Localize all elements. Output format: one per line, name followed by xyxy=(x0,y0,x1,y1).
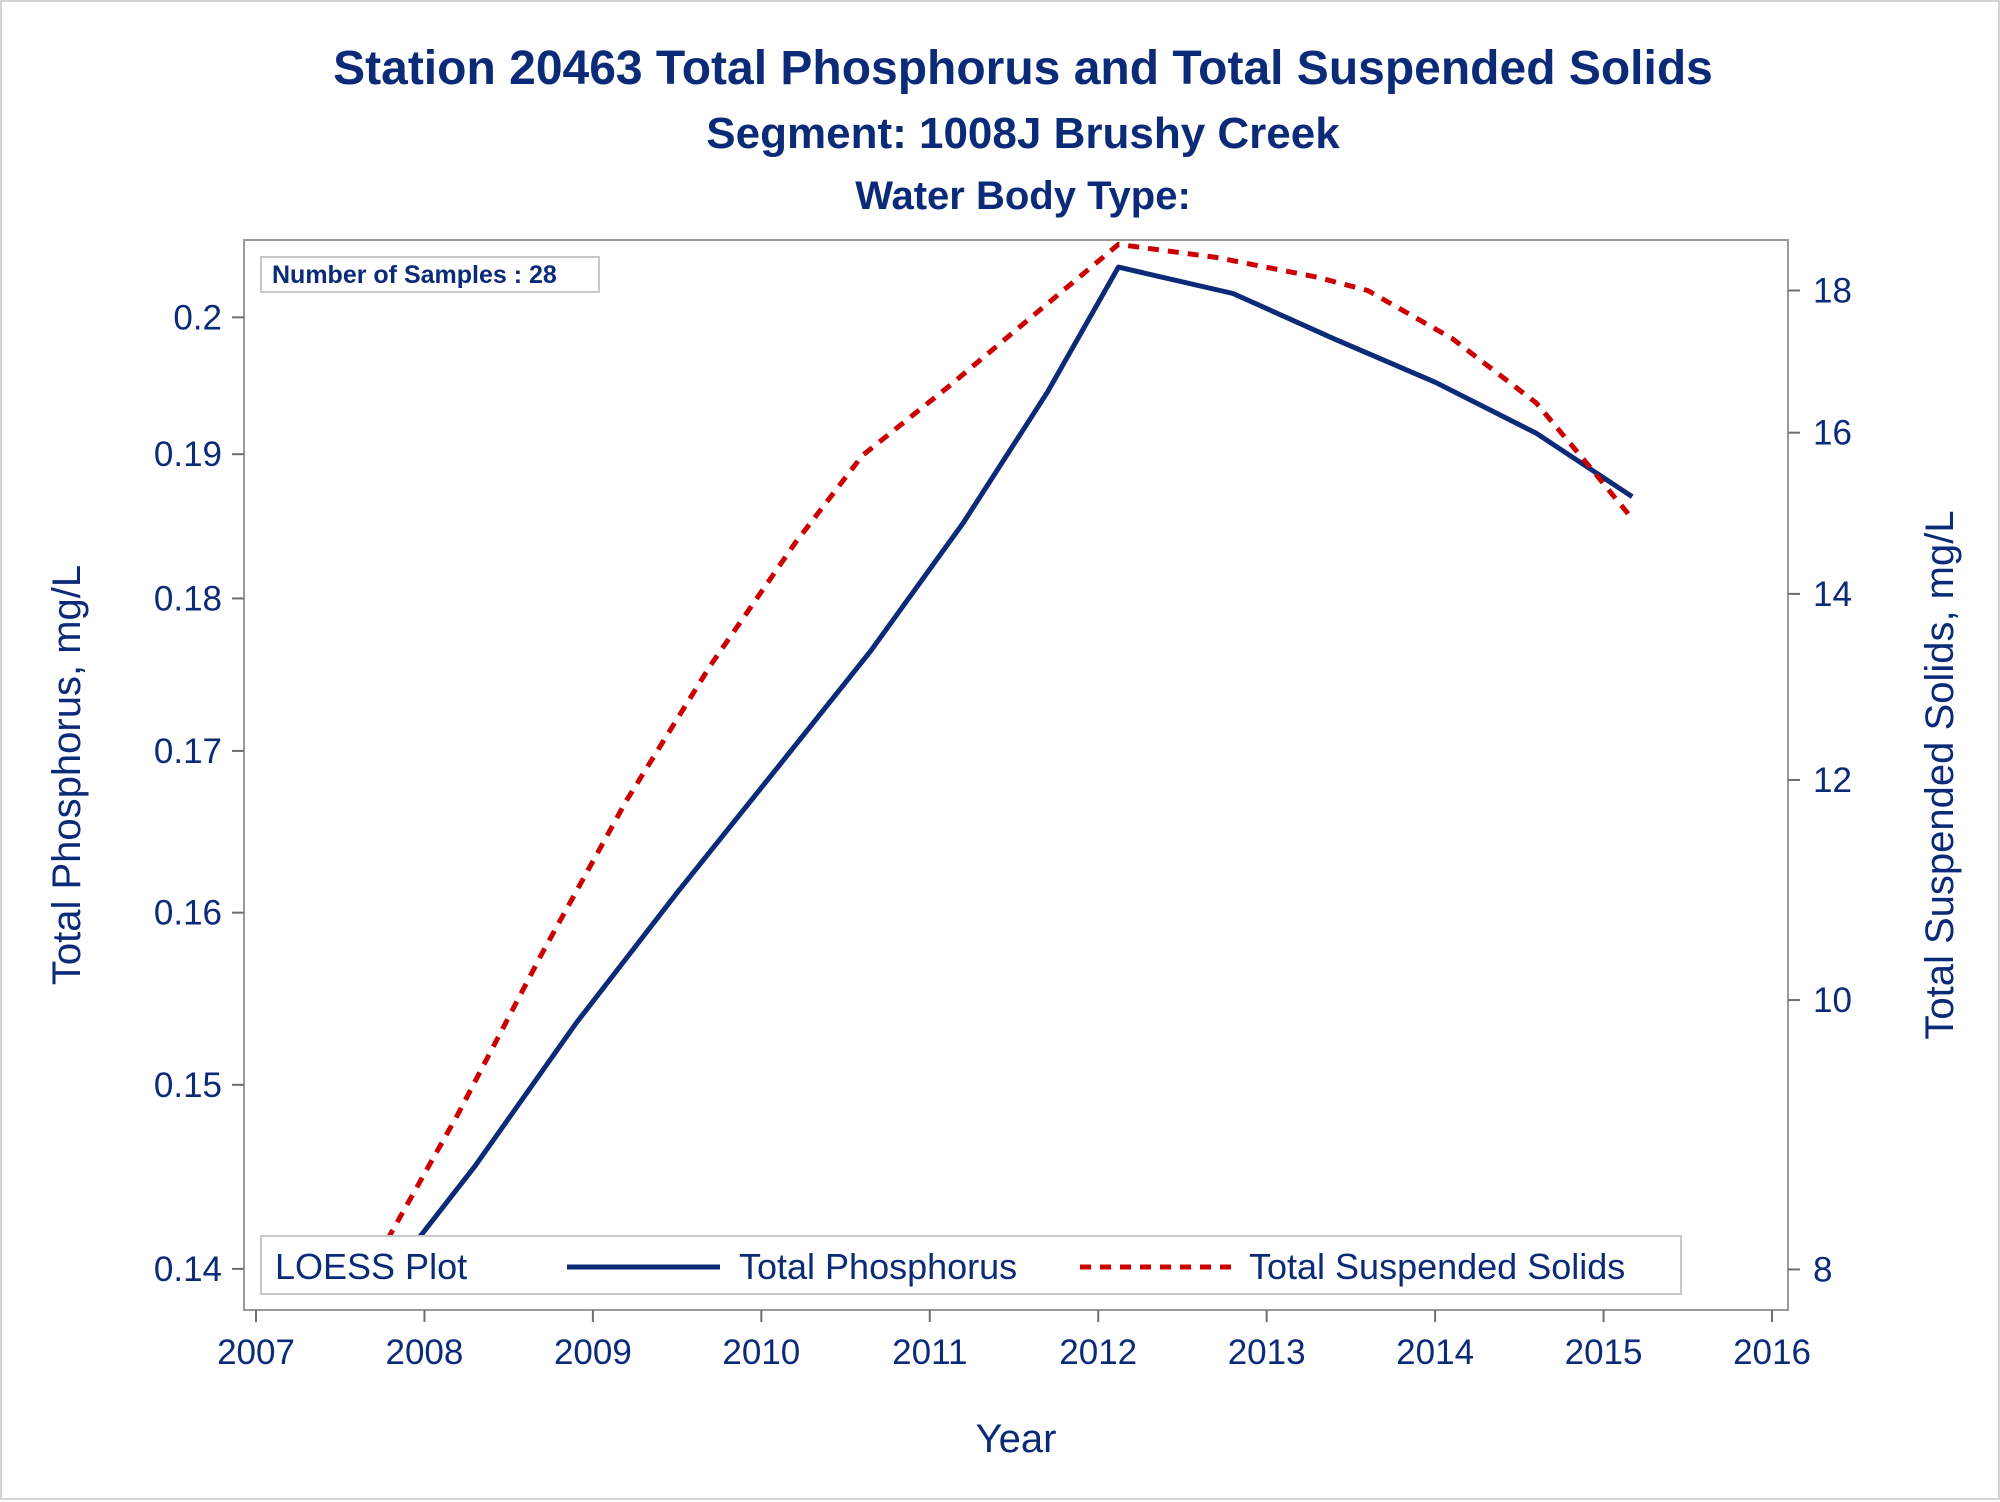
x-axis: 2007 2008 2009 2010 2011 2012 2013 2014 2015 2016 xyxy=(217,1310,1811,1372)
x-tick-label: 2014 xyxy=(1396,1333,1474,1372)
samples-label: Number of Samples : 28 xyxy=(272,261,557,289)
x-tick-label: 2011 xyxy=(892,1333,967,1372)
y2-tick-label: 10 xyxy=(1813,981,1852,1020)
x-tick-label: 2012 xyxy=(1059,1333,1137,1372)
y2-tick-label: 14 xyxy=(1813,575,1852,614)
y-tick-label: 0.16 xyxy=(154,894,222,933)
series-line-total-phosphorus xyxy=(385,264,1634,1280)
legend-box xyxy=(260,1235,1682,1295)
x-tick-label: 2016 xyxy=(1733,1333,1811,1372)
legend: LOESS Plot Total Phosphorus Total Suspen… xyxy=(260,1235,1682,1295)
x-tick-label: 2015 xyxy=(1565,1333,1643,1372)
x-tick-label: 2007 xyxy=(217,1333,295,1372)
x-tick-label: 2009 xyxy=(554,1333,632,1372)
plot-area xyxy=(243,239,1789,1311)
y2-tick-label: 18 xyxy=(1813,271,1852,310)
x-tick-label: 2010 xyxy=(722,1333,800,1372)
y-tick-label: 0.15 xyxy=(154,1066,222,1105)
y-axis-left: 0.14 0.15 0.16 0.17 0.18 0.19 0.2 xyxy=(154,298,244,1289)
y2-tick-label: 12 xyxy=(1813,761,1852,800)
chart-subtitle-2: Water Body Type: xyxy=(855,174,1191,218)
y-tick-label: 0.18 xyxy=(154,579,222,618)
y-axis-right-label: Total Suspended Solids, mg/L xyxy=(1918,510,1962,1039)
y-tick-label: 0.2 xyxy=(173,298,222,337)
y2-tick-label: 8 xyxy=(1813,1250,1832,1289)
y-axis-right: 8 10 12 14 16 18 xyxy=(1788,271,1852,1289)
x-tick-label: 2008 xyxy=(386,1333,464,1372)
y-axis-left-label: Total Phosphorus, mg/L xyxy=(45,565,89,985)
y-tick-label: 0.14 xyxy=(154,1250,222,1289)
x-tick-label: 2013 xyxy=(1228,1333,1306,1372)
chart-subtitle: Segment: 1008J Brushy Creek xyxy=(706,109,1340,158)
samples-box xyxy=(260,256,600,293)
series-line-total-suspended-solids xyxy=(385,241,1635,1241)
y-tick-label: 0.19 xyxy=(154,435,222,474)
legend-label-phosphorus: Total Phosphorus xyxy=(739,1246,1017,1287)
series-layer xyxy=(385,241,1635,1280)
y-tick-label: 0.17 xyxy=(154,732,222,771)
legend-title: LOESS Plot xyxy=(275,1246,467,1287)
chart-title: Station 20463 Total Phosphorus and Total… xyxy=(333,42,1713,95)
legend-label-tss: Total Suspended Solids xyxy=(1249,1246,1625,1287)
x-axis-label: Year xyxy=(976,1417,1057,1461)
y2-tick-label: 16 xyxy=(1813,414,1852,453)
